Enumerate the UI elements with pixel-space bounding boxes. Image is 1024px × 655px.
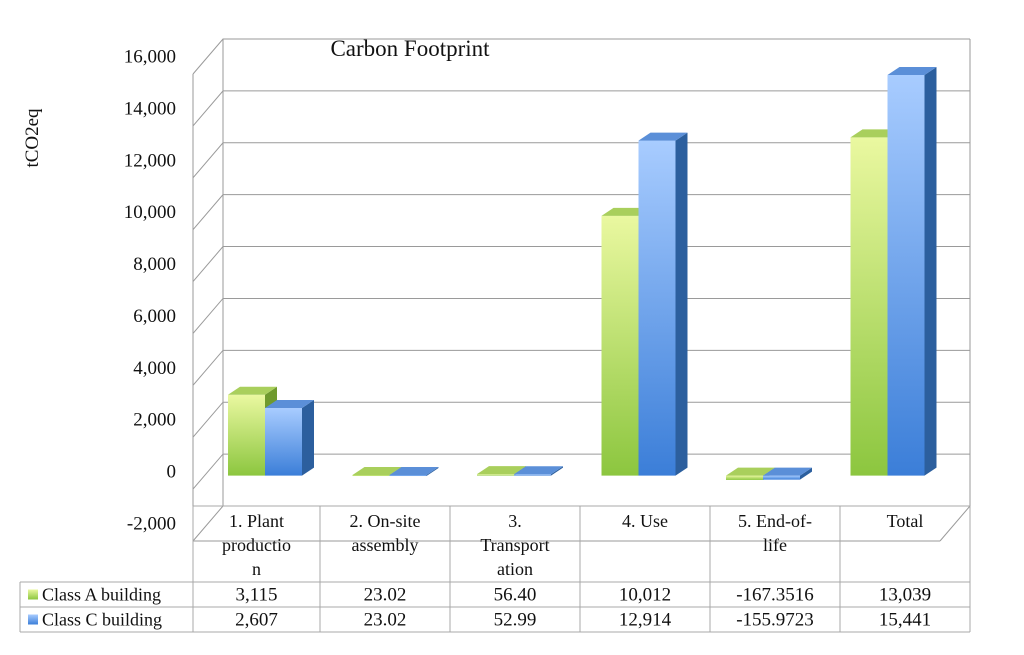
category-label: 5. End-of- [738, 511, 812, 531]
bar-front [389, 475, 427, 477]
bar [638, 132, 688, 476]
category-label: assembly [352, 535, 419, 555]
data-label: 13,039 [879, 585, 931, 606]
data-label: -155.9723 [736, 610, 814, 631]
data-label: 23.02 [364, 610, 407, 631]
bar-top [726, 467, 775, 476]
y-tick-label: 16,000 [124, 47, 176, 68]
gridline [192, 38, 970, 75]
bar-top [389, 467, 439, 476]
bar-top [763, 467, 812, 476]
bar-front [265, 407, 302, 476]
data-table: 1. Plant productio n 2. On-site assembly 3. Tr… [19, 505, 971, 633]
y-tick-label: 2,000 [133, 410, 176, 431]
data-label: 56.40 [494, 585, 537, 606]
data-label: 52.99 [494, 610, 537, 631]
category-label: Total [887, 511, 924, 531]
data-label: 2,607 [235, 610, 278, 631]
bar-front [352, 475, 390, 477]
y-tick-label: 0 [167, 462, 177, 483]
gridlines [192, 38, 971, 542]
bar-front [638, 140, 676, 476]
y-axis-ticks: 16,000 14,000 12,000 10,000 8,000 6,000 4,000 2… [124, 47, 176, 535]
bar-top [228, 386, 277, 395]
legend-key [28, 614, 38, 625]
category-label: 1. Plant [229, 511, 284, 531]
bars [228, 67, 937, 480]
data-label: 10,012 [619, 585, 671, 606]
bar-top [265, 399, 314, 408]
bar [389, 467, 439, 477]
bar-top [514, 466, 563, 475]
y-tick-label: 8,000 [133, 254, 176, 275]
chart-title: Carbon Footprint [330, 36, 490, 61]
bar-front [850, 137, 888, 476]
legend-key [28, 589, 38, 600]
bar-side [800, 467, 812, 480]
y-axis-label: tCO2eq [22, 108, 43, 168]
bar-front [514, 474, 551, 476]
data-label: 3,115 [235, 585, 277, 606]
bar-front [887, 75, 925, 476]
y-tick-label: 12,000 [124, 150, 176, 171]
data-label: 15,441 [879, 610, 931, 631]
data-label: -167.3516 [736, 585, 814, 606]
category-label: Transport [480, 535, 549, 555]
series-name: Class C building [42, 610, 162, 630]
y-tick-label: 14,000 [124, 98, 176, 119]
bar-top [887, 67, 937, 76]
bar [763, 467, 812, 480]
category-label: 3. [508, 511, 522, 531]
gridline [192, 90, 970, 127]
bar-side [675, 132, 688, 476]
y-tick-label: 10,000 [124, 202, 176, 223]
bar-front [477, 474, 514, 476]
bar-side [426, 467, 439, 477]
category-label: 4. Use [622, 511, 668, 531]
bar [887, 67, 937, 476]
category-label: productio [222, 535, 291, 555]
bar-front [228, 394, 265, 476]
category-label: ation [497, 559, 533, 579]
data-label: 23.02 [364, 585, 407, 606]
bar-side [551, 466, 563, 476]
category-label: life [763, 535, 787, 555]
bar-front [763, 475, 800, 480]
bar-side [924, 67, 937, 476]
y-tick-label: 4,000 [133, 358, 176, 379]
series-name: Class A building [42, 585, 161, 605]
bar-side [302, 399, 314, 476]
bar-top [850, 129, 900, 138]
bar-front [601, 215, 639, 476]
data-label: 12,914 [619, 610, 672, 631]
bar [514, 466, 563, 476]
category-label: 2. On-site [350, 511, 421, 531]
bar-top [477, 466, 526, 475]
y-tick-label: -2,000 [127, 514, 176, 535]
gridline [192, 505, 970, 542]
y-tick-label: 6,000 [133, 306, 176, 327]
bar-top [601, 207, 651, 216]
bar-front [726, 475, 763, 480]
floor-right-edge [939, 505, 971, 542]
bar-top [638, 132, 688, 141]
bar [265, 399, 314, 476]
bar-top [352, 467, 402, 476]
category-label: n [252, 559, 261, 579]
